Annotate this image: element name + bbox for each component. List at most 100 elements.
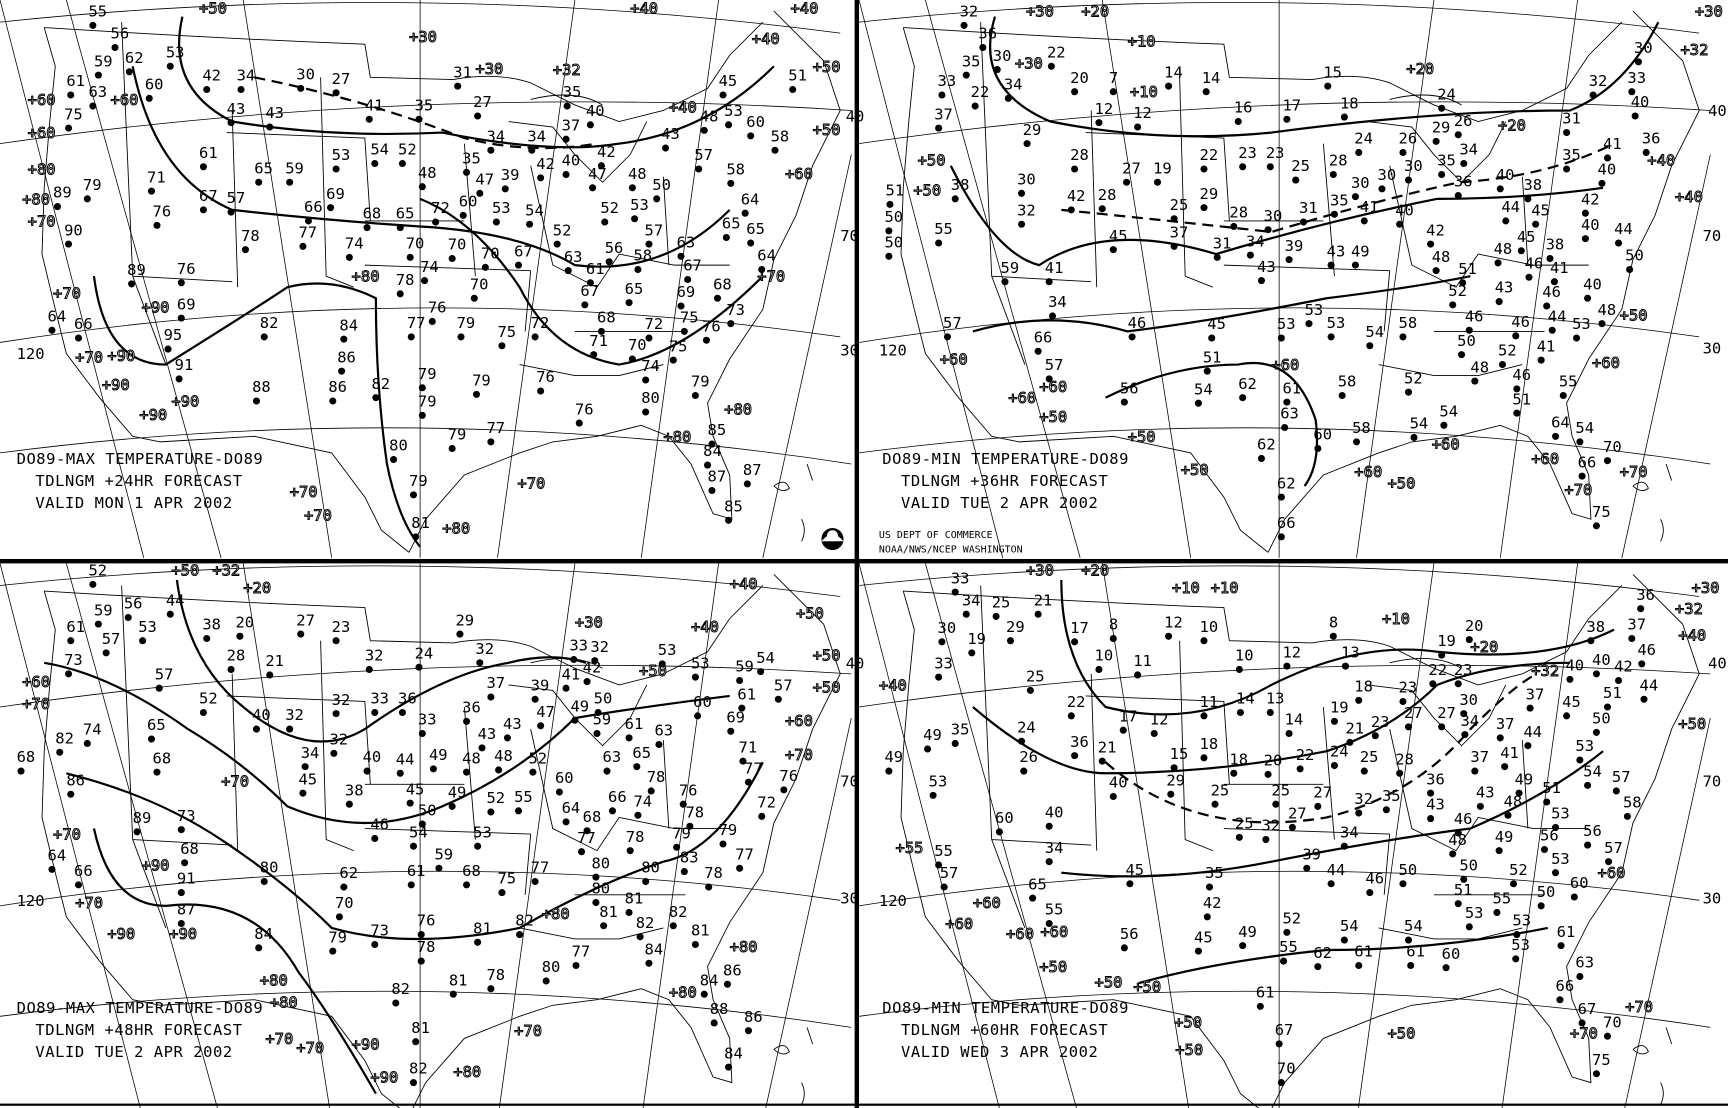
station-dot (1427, 815, 1435, 823)
station-dot (592, 873, 600, 881)
station-value: 69 (177, 295, 196, 313)
station-dot (744, 1027, 753, 1035)
station-value: 74 (633, 792, 652, 810)
station-dot (886, 200, 894, 208)
station-dot (1537, 902, 1545, 910)
station-value: 48 (1470, 358, 1489, 376)
station-dot (537, 722, 545, 730)
station-dot (514, 261, 523, 269)
station-value: 8 (1109, 616, 1118, 634)
station-dot (1170, 215, 1178, 223)
station-value: 32 (960, 3, 979, 21)
station-dot (1495, 847, 1503, 855)
station-value: 19 (1153, 159, 1172, 177)
station-value: 51 (1203, 348, 1222, 366)
station-value: 84 (700, 971, 719, 989)
station-dot (457, 333, 465, 341)
station-dot (1432, 137, 1440, 145)
isotherm-label: +32 (212, 562, 240, 580)
station-dot (1266, 708, 1274, 717)
station-dot (679, 800, 687, 808)
station-value: 34 (1460, 712, 1479, 730)
station-dot (1272, 800, 1280, 808)
isotherm-label: +40 (1647, 152, 1675, 170)
station-value: 53 (1575, 737, 1594, 755)
station-value: 43 (1327, 242, 1346, 260)
station-value: 74 (420, 258, 439, 276)
station-dot (1236, 708, 1244, 717)
station-dot (1330, 762, 1338, 770)
station-dot (1382, 806, 1390, 814)
station-dot (1045, 375, 1053, 383)
station-value: 8 (1329, 613, 1338, 631)
station-value: 34 (527, 127, 546, 145)
station-value: 41 (1550, 259, 1569, 277)
station-dot (371, 834, 379, 842)
station-value: 68 (180, 840, 199, 858)
station-value: 62 (1238, 375, 1257, 393)
isotherm-label: +70 (1570, 1024, 1598, 1042)
station-value: 42 (1067, 187, 1086, 205)
station-value: 60 (1442, 945, 1461, 963)
station-dot (1637, 605, 1645, 613)
station-value: 78 (417, 938, 436, 956)
station-dot (725, 516, 733, 524)
station-dot (1208, 334, 1216, 342)
station-dot (74, 881, 83, 889)
station-value: 59 (1001, 259, 1020, 277)
station-dot (474, 842, 482, 850)
station-value: 25 (1026, 668, 1045, 686)
station-value: 75 (1592, 503, 1611, 521)
station-dot (1280, 957, 1288, 965)
station-value: 38 (345, 781, 364, 799)
station-value: 57 (155, 665, 174, 683)
station-dot (89, 21, 97, 29)
station-dot (1134, 671, 1142, 679)
station-value: 66 (1578, 453, 1597, 471)
station-dot (1119, 726, 1127, 734)
station-value: 57 (694, 146, 713, 164)
station-dot (771, 146, 779, 154)
station-dot (472, 390, 481, 398)
isotherm-label: +50 (1678, 715, 1706, 733)
station-dot (166, 610, 174, 618)
station-value: 44 (1523, 723, 1542, 741)
station-value: 82 (55, 729, 74, 747)
station-dot (590, 351, 598, 359)
station-dot (531, 695, 539, 703)
station-value: 40 (1631, 93, 1650, 111)
station-value: 56 (111, 25, 130, 43)
station-value: 78 (647, 768, 666, 786)
station-dot (372, 394, 380, 402)
station-dot (1581, 235, 1589, 243)
station-dot (571, 716, 579, 724)
station-value: 60 (995, 809, 1014, 827)
station-dot (526, 220, 534, 228)
station-value: 21 (1098, 738, 1117, 756)
station-value: 39 (501, 166, 520, 184)
station-dot (1285, 729, 1293, 738)
station-dot (260, 333, 268, 341)
station-dot (412, 1038, 420, 1046)
station-value: 89 (53, 184, 72, 202)
station-dot (1550, 278, 1558, 286)
station-value: 49 (570, 697, 589, 715)
station-dot (935, 124, 943, 132)
station-dot (686, 822, 694, 830)
station-value: 53 (1277, 315, 1296, 333)
station-dot (1283, 928, 1291, 936)
station-value: 87 (708, 468, 727, 486)
station-value: 28 (1229, 204, 1248, 222)
station-value: 68 (597, 309, 616, 327)
station-dot (67, 91, 75, 99)
isotherm-label: +60 (1271, 356, 1299, 374)
station-value: 23 (1371, 713, 1390, 731)
station-value: 65 (396, 205, 415, 223)
station-dot (531, 878, 539, 886)
station-dot (1548, 326, 1556, 334)
station-value: 81 (411, 514, 430, 532)
isotherm-label: +70 (75, 894, 103, 912)
isotherm-label: +40 (879, 676, 907, 694)
station-dot (935, 673, 943, 681)
